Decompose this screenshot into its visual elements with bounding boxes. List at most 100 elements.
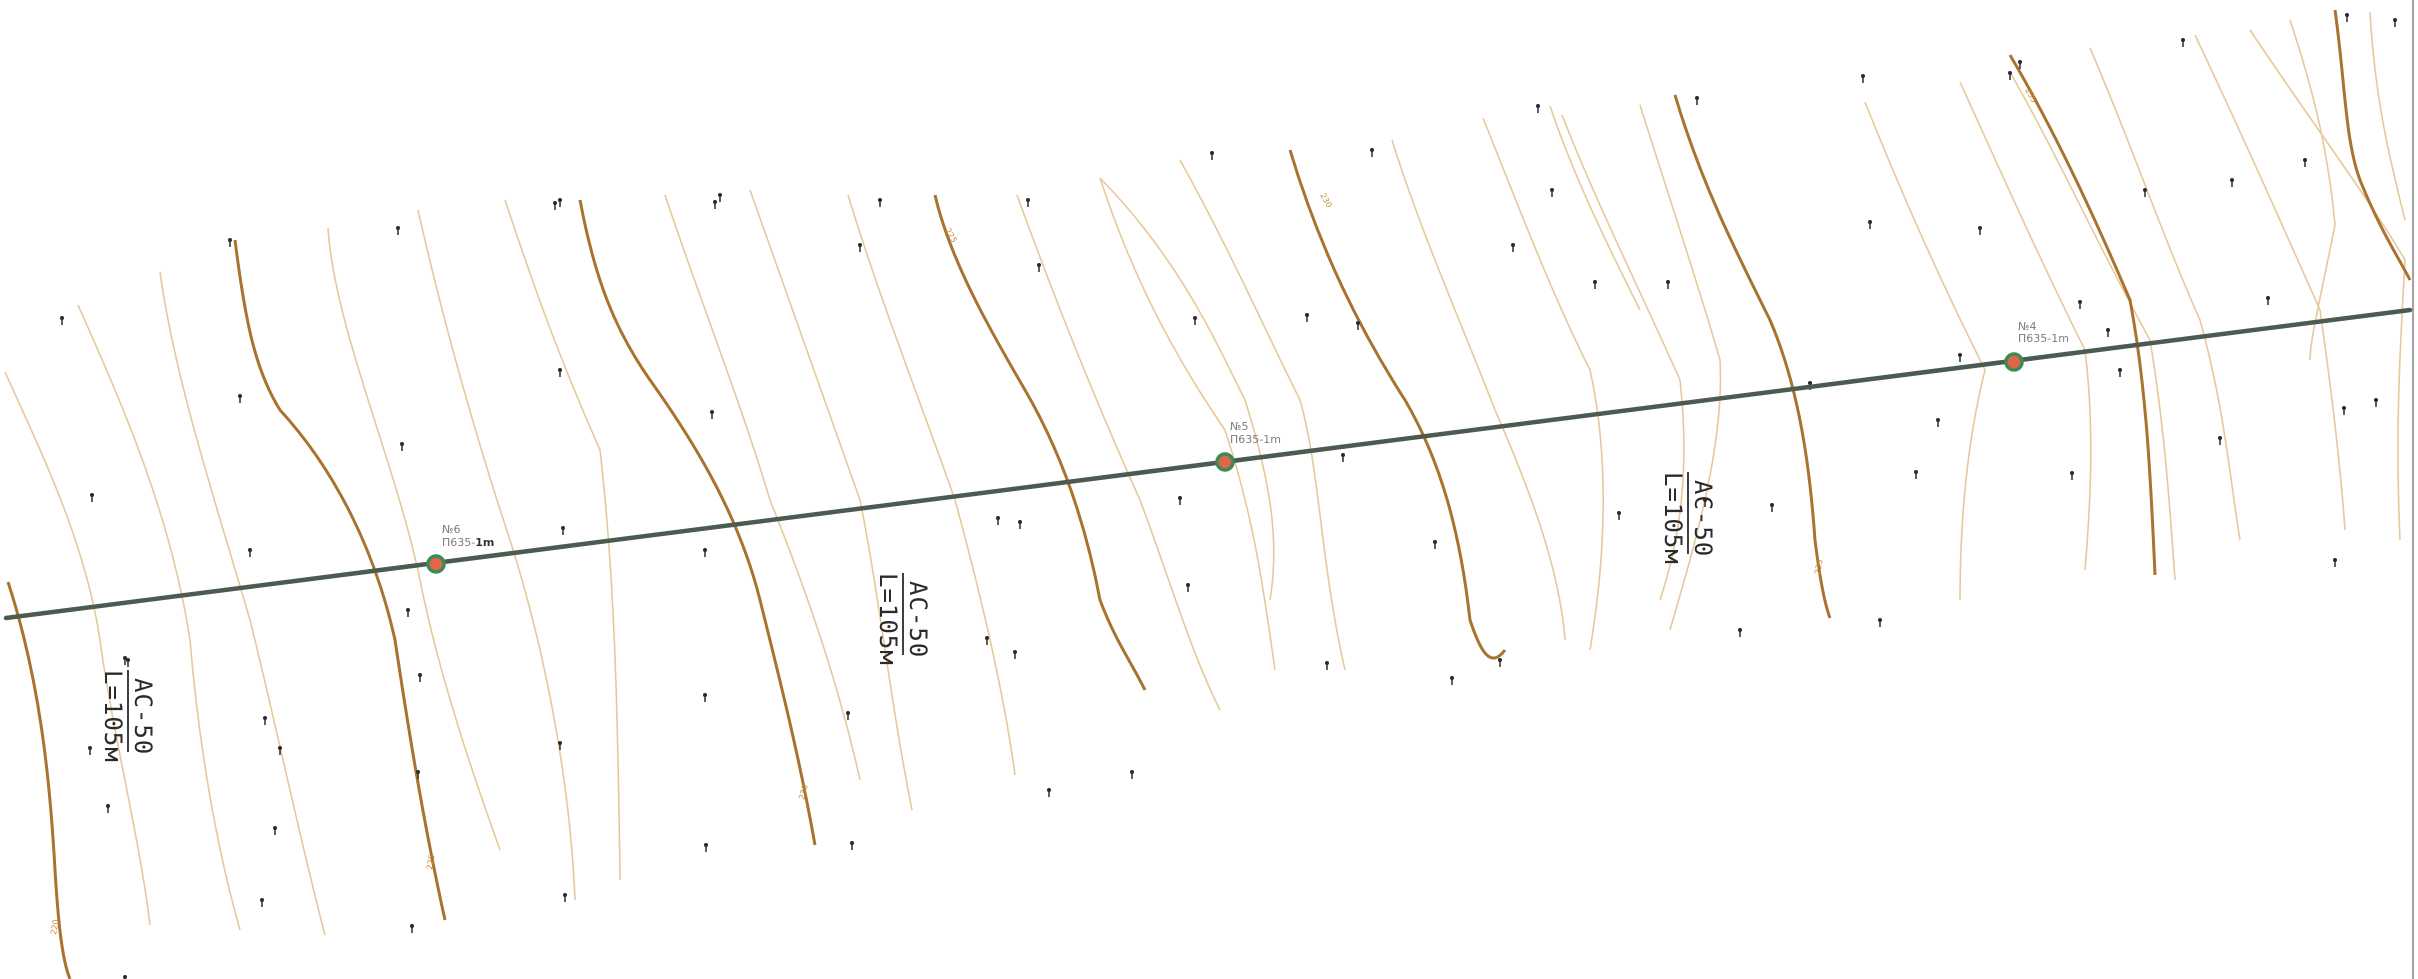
tree-symbol — [996, 516, 1000, 525]
tree-symbol — [418, 673, 422, 682]
tree-symbol — [123, 975, 127, 979]
tree-symbol — [718, 193, 722, 202]
tree-symbol — [558, 741, 562, 750]
tree-symbol — [1936, 418, 1940, 427]
tree-symbol — [1770, 503, 1774, 512]
tree-symbol — [2374, 398, 2378, 407]
tree-symbol — [1047, 788, 1051, 797]
tree-symbol — [1178, 496, 1182, 505]
pole-5[interactable]: №5 П635-1m — [1215, 420, 1281, 472]
wire-label-1-cable: АС-50 — [129, 678, 157, 755]
tree-symbol — [248, 548, 252, 557]
tree-symbol — [126, 658, 130, 667]
tree-symbol — [1433, 540, 1437, 549]
tree-symbol — [106, 804, 110, 813]
tree-symbol — [1370, 148, 1374, 157]
tree-symbol — [558, 368, 562, 377]
tree-symbol — [1738, 628, 1742, 637]
svg-text:230: 230 — [1318, 192, 1333, 210]
tree-symbol — [88, 746, 92, 755]
tree-symbol — [1018, 520, 1022, 529]
wire-label-3-cable: АС-50 — [1689, 480, 1717, 557]
tree-symbol — [260, 898, 264, 907]
tree-symbol — [561, 526, 565, 535]
tree-symbol — [710, 410, 714, 419]
pole-5-marker[interactable] — [1215, 452, 1235, 472]
pole-6-code-suffix: 1m — [475, 536, 494, 549]
tree-symbol — [1878, 618, 1882, 627]
pole-4-number: №4 — [2018, 320, 2036, 333]
tree-symbol — [1666, 280, 1670, 289]
pole-6-marker[interactable] — [426, 554, 446, 574]
tree-symbol — [2342, 406, 2346, 415]
tree-symbol — [400, 442, 404, 451]
wire-label-3-length: L=105м — [1659, 472, 1687, 565]
svg-text:235: 235 — [1813, 559, 1825, 576]
tree-symbol — [278, 746, 282, 755]
tree-symbol — [703, 693, 707, 702]
tree-symbol — [558, 198, 562, 207]
tree-symbol — [1498, 658, 1502, 667]
tree-symbol — [563, 893, 567, 902]
tree-symbol — [273, 826, 277, 835]
tree-symbol — [1550, 188, 1554, 197]
wire-label-1: АС-50 L=105м — [99, 670, 157, 763]
tree-symbol — [1914, 470, 1918, 479]
contour-lines-minor — [4, 11, 2406, 936]
tree-symbol — [2143, 188, 2147, 197]
tree-symbol — [1617, 511, 1621, 520]
tree-symbol — [2118, 368, 2122, 377]
tree-symbol — [123, 656, 127, 665]
pole-4-marker[interactable] — [2004, 352, 2024, 372]
tree-symbol — [1130, 770, 1134, 779]
tree-symbol — [1356, 321, 1360, 330]
tree-symbol — [1026, 198, 1030, 207]
tree-symbol — [90, 493, 94, 502]
tree-symbol — [1703, 498, 1707, 507]
tree-symbol — [1593, 280, 1597, 289]
tree-symbol — [228, 238, 232, 247]
tree-symbol — [1536, 104, 1540, 113]
tree-symbol — [2333, 558, 2337, 567]
tree-symbol — [2181, 38, 2185, 47]
tree-symbol — [850, 841, 854, 850]
wire-label-2: АС-50 L=105м — [874, 573, 932, 666]
tree-symbol — [60, 316, 64, 325]
tree-symbol — [263, 716, 267, 725]
tree-symbol — [2008, 71, 2012, 80]
tree-symbol — [1861, 74, 1865, 83]
tree-symbol — [703, 548, 707, 557]
tree-symbol — [846, 711, 850, 720]
tree-symbols — [60, 13, 2397, 979]
tree-symbol — [238, 394, 242, 403]
tree-symbol — [1325, 661, 1329, 670]
tree-symbol — [396, 226, 400, 235]
pole-6-number: №6 — [442, 523, 460, 536]
contour-lines-major — [6, 9, 2412, 979]
tree-symbol — [1186, 583, 1190, 592]
power-line — [3, 307, 2413, 621]
tree-symbol — [1868, 220, 1872, 229]
tree-symbol — [1978, 226, 1982, 235]
tree-symbol — [985, 636, 989, 645]
tree-symbol — [878, 198, 882, 207]
tree-symbol — [2106, 328, 2110, 337]
tree-symbol — [2218, 436, 2222, 445]
pole-4-code: П635-1m — [2018, 332, 2069, 345]
tree-symbol — [1341, 453, 1345, 462]
pole-6-code: П635-1m — [442, 536, 494, 549]
pole-6[interactable]: №6 П635-1m — [426, 523, 494, 574]
tree-symbol — [1013, 650, 1017, 659]
tree-symbol — [1037, 263, 1041, 272]
tree-symbol — [713, 200, 717, 209]
pole-5-number: №5 — [1230, 420, 1248, 433]
tree-symbol — [2266, 296, 2270, 305]
tree-symbol — [858, 243, 862, 252]
tree-symbol — [2230, 178, 2234, 187]
wire-label-1-length: L=105м — [99, 670, 127, 763]
pole-5-code: П635-1m — [1230, 433, 1281, 446]
tree-symbol — [406, 608, 410, 617]
tree-symbol — [2303, 158, 2307, 167]
pole-4[interactable]: №4 П635-1m — [2004, 320, 2069, 372]
